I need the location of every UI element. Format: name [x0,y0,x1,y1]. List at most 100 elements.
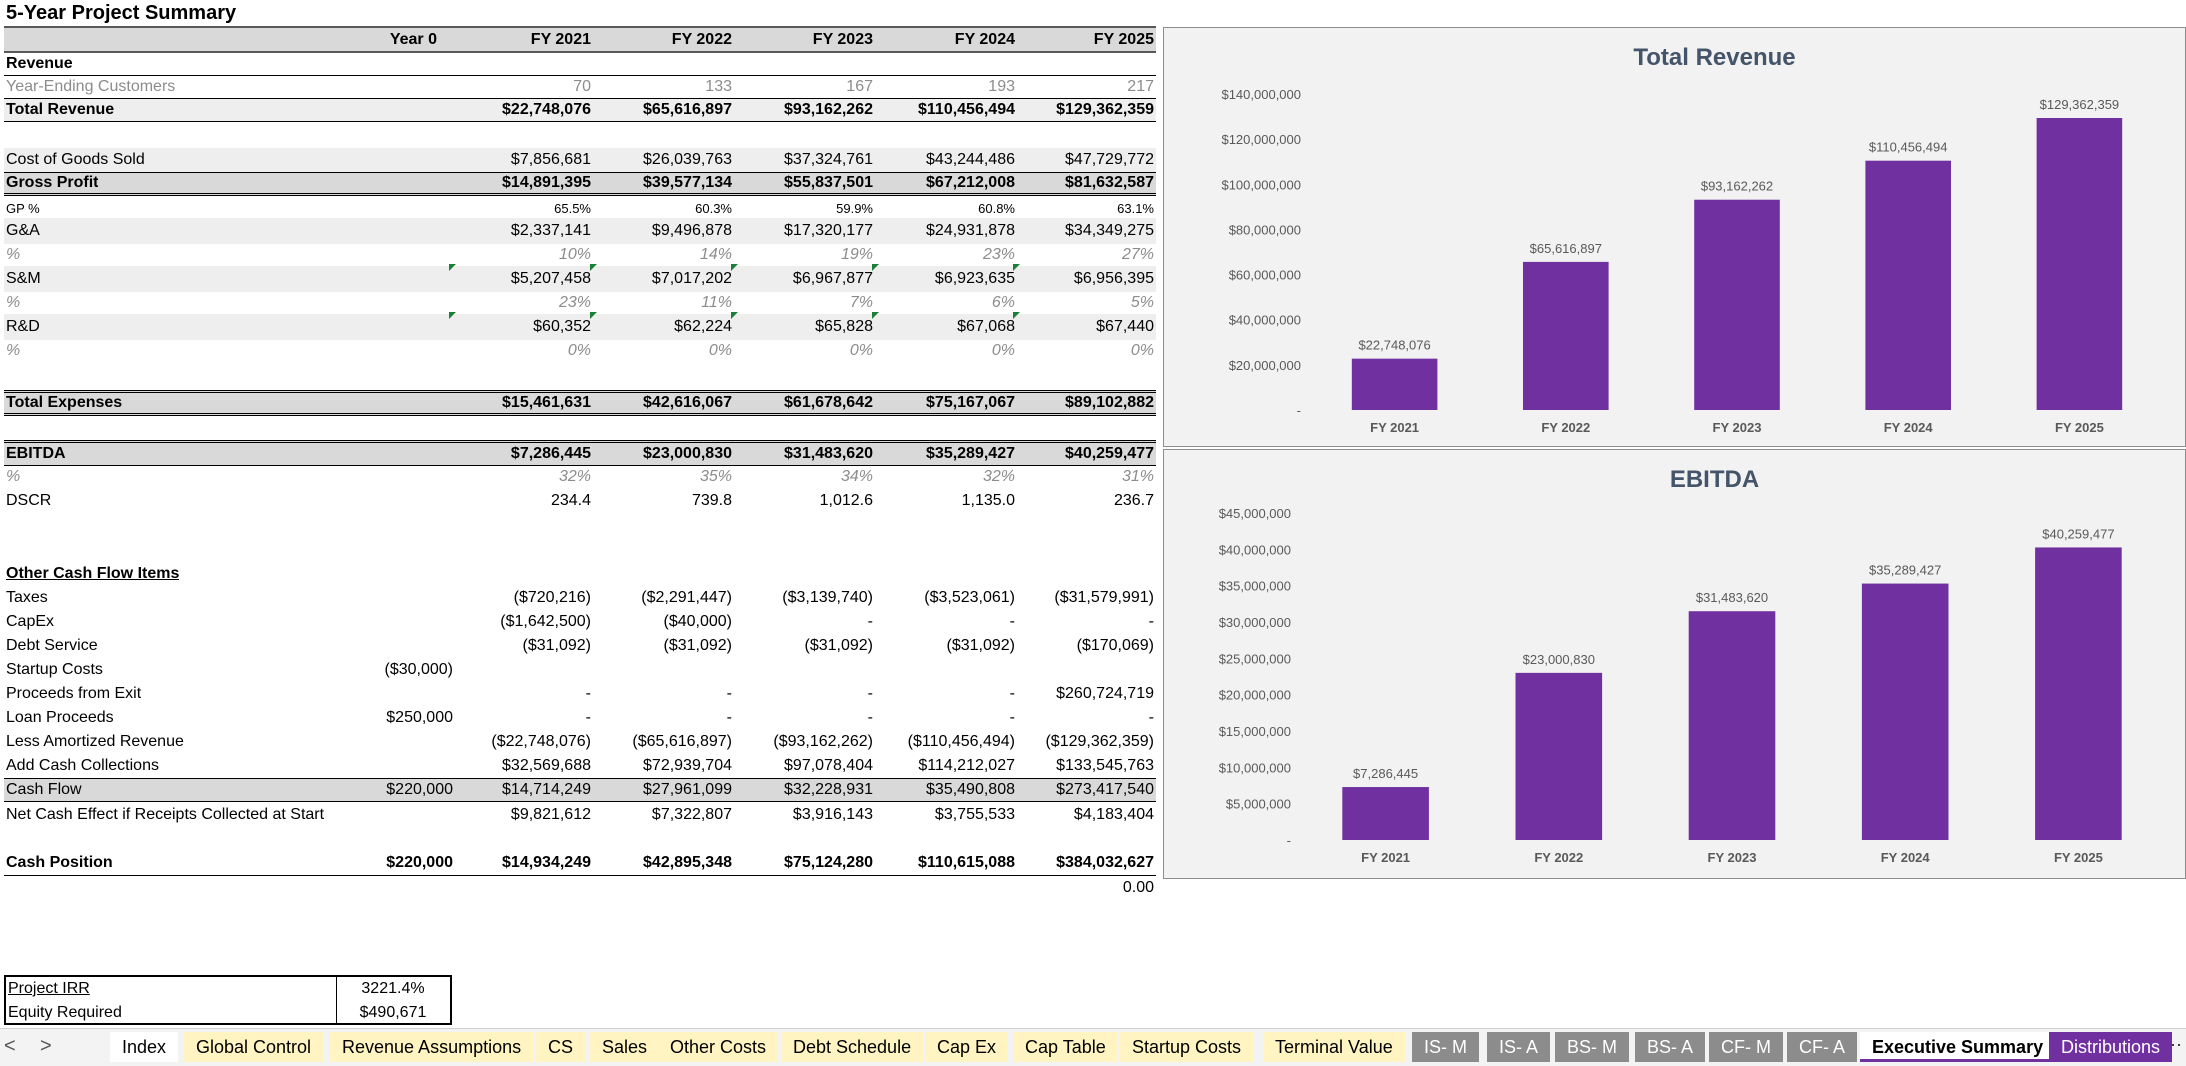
comment-indicator-icon[interactable] [872,264,879,271]
sheet-tab-cf-a[interactable]: CF- A [1787,1032,1858,1062]
column-header: FY 2021 [530,30,591,48]
tab-scroll-prev-icon[interactable]: < [4,1035,16,1057]
y-tick-label: $40,000,000 [1229,313,1301,328]
cash-flow-row-cell: $32,228,931 [784,781,873,798]
sheet-tab-other-costs[interactable]: Other Costs [658,1032,779,1062]
capex-row-label: CapEx [6,613,55,630]
equity-row[interactable]: Equity Required $490,671 [6,1001,450,1025]
data-label: $129,362,359 [2040,97,2120,112]
page-title: 5-Year Project Summary [6,2,237,24]
comment-indicator-icon[interactable] [731,264,738,271]
capex-row-cell: ($40,000) [663,613,733,630]
sheet-tab-is-a[interactable]: IS- A [1487,1032,1551,1062]
startup-row-label: Startup Costs [6,661,103,678]
cash-position-row[interactable]: Cash Position $220,000 $14,934,249 $42,895,… [4,850,1156,876]
other-header[interactable]: Other Cash Flow Items [4,562,1156,586]
x-tick-label: FY 2022 [1541,420,1590,435]
sheet-tab-global-control[interactable]: Global Control [184,1032,324,1062]
rd-pct-row-cell: 0% [849,342,873,359]
ga-row[interactable]: G&A $2,337,141 $9,496,878 $17,320,177 $24,93… [4,218,1156,244]
amortized-row[interactable]: Less Amortized Revenue ($22,748,076) ($65,… [4,730,1156,754]
capex-row[interactable]: CapEx ($1,642,500) ($40,000) - - - [4,610,1156,634]
comment-indicator-icon[interactable] [1013,264,1020,271]
sheet-tab-cap-ex[interactable]: Cap Ex [925,1032,1009,1062]
comment-indicator-icon[interactable] [590,264,597,271]
total-revenue-row-cell: $93,162,262 [784,101,873,118]
revenue-header[interactable]: Revenue [4,53,1156,75]
ebitda-row[interactable]: EBITDA $7,286,445 $23,000,830 $31,483,620 $3… [4,440,1156,466]
irr-row[interactable]: Project IRR 3221.4% [6,977,450,1001]
dscr-row-cell: 236.7 [1113,492,1154,509]
comment-indicator-icon[interactable] [872,312,879,319]
sheet-tab-distributions[interactable]: Distributions [2049,1032,2173,1062]
total-expenses-row-cell: $89,102,882 [1065,394,1154,411]
sheet-tab-executive-summary[interactable]: Executive Summary [1860,1032,2056,1062]
sheet-tab-is-m[interactable]: IS- M [1412,1032,1479,1062]
cogs-row-cell: $43,244,486 [926,151,1015,168]
sheet-tab-bs-m[interactable]: BS- M [1555,1032,1630,1062]
startup-row[interactable]: Startup Costs ($30,000) [4,658,1156,682]
sm-pct-row[interactable]: % 23% 11% 7% 6% 5% [4,292,1156,314]
ga-row-label: G&A [6,222,40,239]
cash-flow-row-cell: $273,417,540 [1056,781,1154,798]
y-tick-label: $5,000,000 [1226,797,1291,812]
debt-service-row[interactable]: Debt Service ($31,092) ($31,092) ($31,092) (… [4,634,1156,658]
comment-indicator-icon[interactable] [449,264,456,271]
total-revenue-row-label: Total Revenue [6,101,115,118]
ebitda-pct-row[interactable]: % 32% 35% 34% 32% 31% [4,466,1156,488]
check-row[interactable]: 0.00 [4,876,1156,900]
gp-pct-row[interactable]: GP % 65.5% 60.3% 59.9% 60.8% 63.1% [4,198,1156,218]
rd-pct-row[interactable]: % 0% 0% 0% 0% 0% [4,340,1156,362]
customers-row[interactable]: Year-Ending Customers 70 133 167 193 217 [4,75,1156,98]
sheet-tab-bs-a[interactable]: BS- A [1635,1032,1706,1062]
data-label: $35,289,427 [1869,563,1941,578]
sheet-tab-debt-schedule[interactable]: Debt Schedule [781,1032,924,1062]
sheet-tab-index[interactable]: Index [110,1032,179,1062]
sheet-tab-revenue-assumptions[interactable]: Revenue Assumptions [330,1032,534,1062]
comment-indicator-icon[interactable] [731,312,738,319]
collections-row-cell: $32,569,688 [502,757,591,774]
sheet-tab-sales[interactable]: Sales [590,1032,660,1062]
comment-indicator-icon[interactable] [1013,312,1020,319]
dscr-row[interactable]: DSCR 234.4 739.8 1,012.6 1,135.0 236.7 [4,488,1156,514]
taxes-row-cell: ($3,523,061) [924,589,1015,606]
net-cash-row[interactable]: Net Cash Effect if Receipts Collected at… [4,802,1156,828]
cogs-row[interactable]: Cost of Goods Sold $7,856,681 $26,039,763 $… [4,148,1156,172]
tab-scroll-next-icon[interactable]: > [40,1035,52,1057]
sm-row[interactable]: S&M $5,207,458 $7,017,202 $6,967,877 $6,923,… [4,266,1156,292]
sheet-tab-terminal-value[interactable]: Terminal Value [1263,1032,1405,1062]
y-tick-label: $30,000,000 [1219,615,1291,630]
sm-row-cell: $6,923,635 [934,270,1015,287]
sheet-tab-cap-table[interactable]: Cap Table [1013,1032,1118,1062]
total-revenue-chart[interactable]: Total Revenue - $20,000,000 $40,000,000 $60,… [1163,27,2186,447]
sheet-tab-cf-m[interactable]: CF- M [1709,1032,1783,1062]
comment-indicator-icon[interactable] [449,312,456,319]
dscr-row-cell: 1,135.0 [961,492,1015,509]
customers-row-cell: 217 [1127,78,1154,95]
gp-pct-row-cell: 60.8% [978,200,1015,216]
comment-indicator-icon[interactable] [590,312,597,319]
collections-row-cell: $72,939,704 [643,757,732,774]
ebitda-chart[interactable]: EBITDA - $5,000,000 $10,000,000 $15,000,000 $… [1163,449,2186,879]
taxes-row[interactable]: Taxes ($720,216) ($2,291,447) ($3,139,740) (… [4,586,1156,610]
capex-row-cell: ($1,642,500) [500,613,591,630]
sheet-tab-cs[interactable]: CS [536,1032,586,1062]
sm-pct-row-cell: 7% [849,294,873,311]
net-cash-row-cell: $4,183,404 [1073,806,1154,823]
total-revenue-row-cell: $22,748,076 [502,101,591,118]
cash-flow-row[interactable]: Cash Flow $220,000 $14,714,249 $27,961,099 $… [4,778,1156,802]
ga-pct-row[interactable]: % 10% 14% 19% 23% 27% [4,244,1156,266]
sheet-tab-startup-costs[interactable]: Startup Costs [1120,1032,1254,1062]
gross-profit-row[interactable]: Gross Profit $14,891,395 $39,577,134 $55,83… [4,172,1156,196]
collections-row[interactable]: Add Cash Collections $32,569,688 $72,939,7… [4,754,1156,778]
total-revenue-row[interactable]: Total Revenue $22,748,076 $65,616,897 $93,1… [4,98,1156,122]
rd-row[interactable]: R&D $60,352 $62,224 $65,828 $67,068 $67,440 [4,314,1156,340]
total-expenses-row[interactable]: Total Expenses $15,461,631 $42,616,067 $61,… [4,390,1156,416]
bar [1865,160,1951,410]
net-cash-row-cell: $3,755,533 [934,806,1015,823]
exit-row[interactable]: Proceeds from Exit - - - - $260,724,719 [4,682,1156,706]
loan-row[interactable]: Loan Proceeds $250,000 - - - - - [4,706,1156,730]
x-tick-label: FY 2023 [1713,420,1762,435]
cogs-row-cell: $37,324,761 [784,151,873,168]
rd-row-cell: $67,068 [957,318,1015,335]
